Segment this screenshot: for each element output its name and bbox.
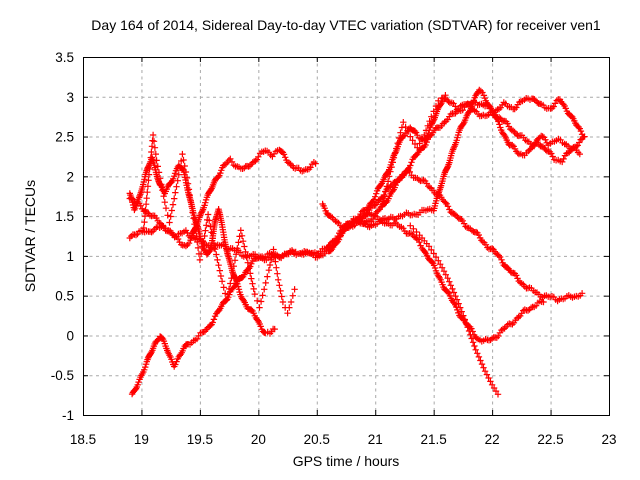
x-tick-label: 19.5 [187,432,213,447]
x-tick-label: 23 [601,432,616,447]
x-tick-label: 22 [485,432,500,447]
x-tick-label: 20 [251,432,266,447]
series-trace-3 [126,146,319,250]
y-tick-label: 1.5 [55,209,74,224]
series-trace-8 [297,217,547,345]
y-tick-label: 2.5 [55,130,74,145]
series-trace-11 [379,92,449,210]
y-tick-label: 2 [66,169,74,184]
chart-title: Day 164 of 2014, Sidereal Day-to-day VTE… [91,17,601,33]
x-tick-label: 21 [368,432,383,447]
x-tick-label: 21.5 [421,432,447,447]
y-tick-label: 1 [66,249,74,264]
y-tick-label: 3 [66,90,74,105]
x-tick-label: 19 [134,432,149,447]
series-trace-4 [126,95,588,264]
x-tick-label: 18.5 [70,432,96,447]
data-series-group [126,86,588,398]
series-trace-7 [348,167,586,305]
plot-border [83,57,610,416]
y-tick-label: -1 [62,408,74,423]
series-trace-9 [407,222,502,398]
x-axis-title: GPS time / hours [292,453,400,469]
series-trace-2 [126,154,278,337]
series-trace-10 [128,247,299,398]
y-tick-label: 0 [66,328,74,343]
y-tick-label: 0.5 [55,289,74,304]
y-tick-label: 3.5 [55,50,74,65]
x-tick-label: 22.5 [537,432,563,447]
y-tick-label: -0.5 [51,368,74,383]
x-tick-label: 20.5 [304,432,330,447]
